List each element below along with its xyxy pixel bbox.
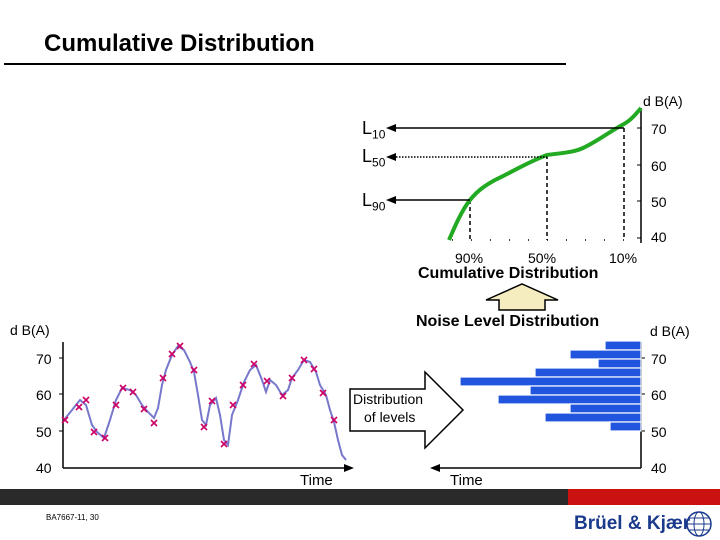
arrow-l90-head [386, 196, 396, 204]
th-tick-label-40: 40 [36, 460, 52, 476]
pct-label-90: 90% [455, 250, 484, 266]
brand-logo: Brüel & Kjær [574, 513, 691, 534]
distribution-label-line1: Distribution [353, 391, 424, 407]
time-history-line [63, 344, 347, 461]
pct-label-10: 10% [609, 250, 638, 266]
th-unit-label: d B(A) [10, 322, 50, 338]
hist-x-label: Time [450, 472, 483, 489]
arrow-l50-head [386, 153, 396, 161]
hist-tick-label-50: 50 [651, 424, 667, 440]
cum-tick-label-40: 40 [651, 229, 667, 245]
histogram-bars [459, 340, 642, 432]
distribution-label-line2: of levels [364, 409, 416, 425]
histogram-chart [430, 340, 645, 472]
globe-icon [686, 511, 712, 537]
hist-tick-label-70: 70 [651, 351, 667, 367]
cum-unit-label: d B(A) [643, 93, 683, 109]
sample-markers [61, 342, 338, 448]
up-arrow [485, 283, 559, 311]
histogram-title: Noise Level Distribution [416, 313, 600, 330]
footer-bar-dark [0, 489, 568, 505]
hist-tick-label-40: 40 [651, 460, 667, 476]
cum-tick-label-70: 70 [651, 121, 667, 137]
pct-label-50: 50% [528, 250, 557, 266]
th-tick-label-70: 70 [36, 351, 52, 367]
cum-tick-label-50: 50 [651, 194, 667, 210]
time-history-chart [59, 342, 354, 472]
arrow-l10-head [386, 124, 396, 132]
cum-tick-label-60: 60 [651, 158, 667, 174]
label-l50: L50 [362, 146, 386, 170]
footer-reference: BA7667-11, 30 [46, 513, 99, 522]
cumulative-caption: Cumulative Distribution [418, 265, 599, 282]
label-l10: L10 [362, 118, 386, 142]
th-tick-label-50: 50 [36, 424, 52, 440]
th-x-label: Time [300, 472, 333, 489]
th-tick-label-60: 60 [36, 387, 52, 403]
label-l90: L90 [362, 190, 386, 214]
distribution-arrow [349, 370, 465, 450]
hist-tick-label-60: 60 [651, 387, 667, 403]
th-x-arrowhead [344, 464, 354, 472]
page-title: Cumulative Distribution [44, 30, 315, 57]
hist-x-arrowhead [430, 464, 440, 472]
cumulative-chart [386, 106, 643, 243]
hist-unit-label: d B(A) [650, 323, 690, 339]
